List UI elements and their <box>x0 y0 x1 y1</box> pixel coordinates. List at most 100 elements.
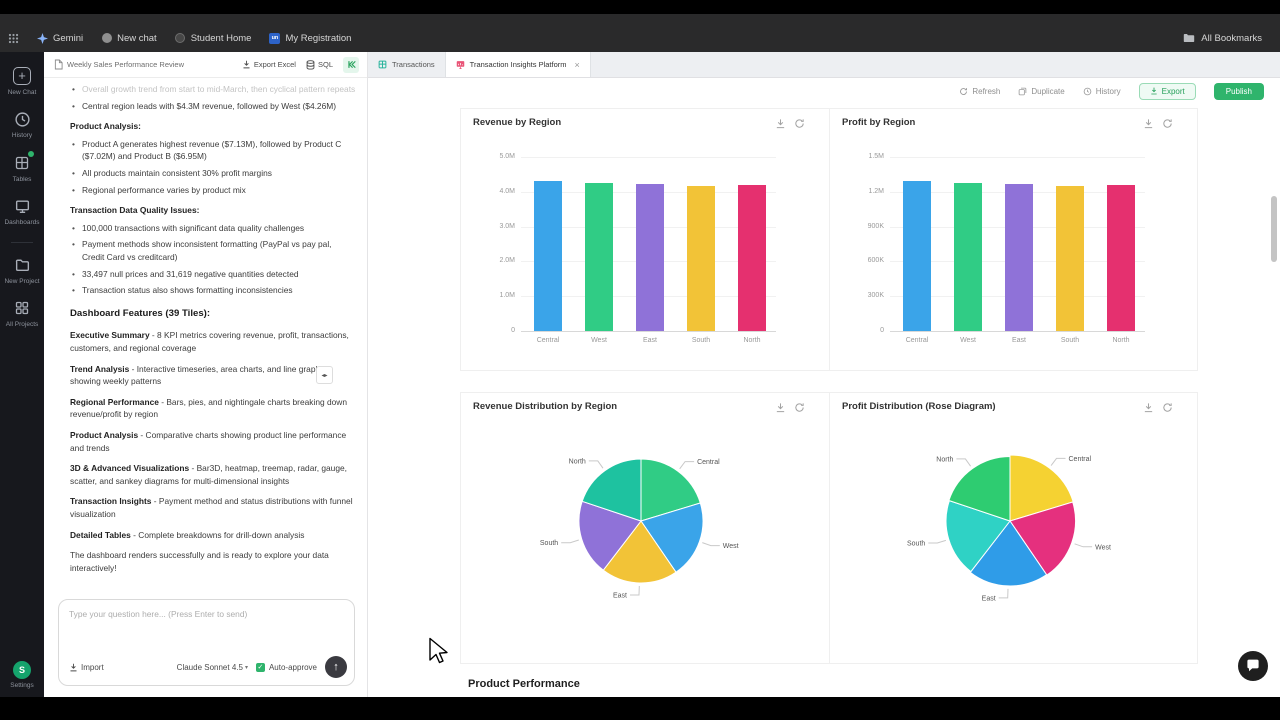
collapse-panel-button[interactable] <box>343 56 359 73</box>
y-axis-tick: 0 <box>511 327 515 334</box>
y-axis-tick: 5.0M <box>499 153 515 160</box>
scrollbar-thumb[interactable] <box>1271 196 1277 262</box>
bookmark-my-registration[interactable]: un My Registration <box>269 32 351 44</box>
chart-gridline <box>521 157 776 158</box>
auto-approve-label: Auto-approve <box>268 662 317 672</box>
x-axis-tick: Central <box>536 337 560 344</box>
rail-item-history[interactable]: History <box>0 109 44 139</box>
export-excel-button[interactable]: Export Excel <box>242 60 296 69</box>
label-leader-line <box>561 539 579 544</box>
label-leader-line <box>679 461 695 470</box>
bookmark-student-home[interactable]: Student Home <box>175 33 251 44</box>
bar-central <box>534 181 562 331</box>
x-axis-tick: South <box>1060 337 1080 344</box>
chart-card-revenue-distribution: Revenue Distribution by Region Central We… <box>460 392 830 664</box>
refresh-button[interactable]: Refresh <box>959 87 1000 96</box>
model-label: Claude Sonnet 4.5 <box>176 662 243 672</box>
panel-resize-handle[interactable]: ◂▸ <box>316 366 333 384</box>
download-chart-icon[interactable] <box>1143 402 1154 413</box>
tab-transactions[interactable]: Transactions <box>368 52 446 77</box>
rail-item-dashboards[interactable]: Dashboards <box>0 196 44 226</box>
chat-block: The dashboard renders successfully and i… <box>70 550 329 573</box>
chat-block: Overall growth trend from start to mid-M… <box>70 83 356 96</box>
refresh-chart-icon[interactable] <box>794 402 805 413</box>
rail-item-new-project[interactable]: New Project <box>0 255 44 285</box>
bookmark-new-chat[interactable]: New chat <box>101 33 157 44</box>
y-axis-tick: 900K <box>867 222 884 230</box>
tables-icon <box>12 150 34 173</box>
close-icon[interactable]: × <box>574 59 580 70</box>
bookmark-label: New chat <box>117 32 157 44</box>
import-label: Import <box>81 662 104 672</box>
chat-block: Trend Analysis - Interactive timeseries,… <box>70 363 325 387</box>
rail-label: History <box>11 132 33 140</box>
tab-bar: Transactions Transaction Insights Platfo… <box>368 52 1280 78</box>
chat-panel: Weekly Sales Performance Review Export E… <box>44 52 368 697</box>
download-chart-icon[interactable] <box>775 402 786 413</box>
dark-circle-favicon <box>175 33 186 44</box>
x-axis-tick: West <box>591 337 607 344</box>
slice-label-east: East <box>613 593 627 600</box>
refresh-label: Refresh <box>972 86 1001 96</box>
import-button[interactable]: Import <box>69 663 104 672</box>
slice-east <box>969 520 1048 587</box>
duplicate-button[interactable]: Duplicate <box>1018 87 1065 96</box>
model-selector[interactable]: Claude Sonnet 4.5 ▾ <box>177 663 248 672</box>
chart-title: Profit Distribution (Rose Diagram) <box>842 401 996 412</box>
all-projects-icon <box>12 298 32 318</box>
left-rail: + New Chat History Tables Dashboards <box>0 52 44 697</box>
refresh-chart-icon[interactable] <box>1162 402 1173 413</box>
all-bookmarks[interactable]: All Bookmarks <box>1183 32 1270 44</box>
chat-block: 3D & Advanced Visualizations - Bar3D, he… <box>70 463 347 486</box>
bar-east <box>1005 183 1033 331</box>
tab-label: Transaction Insights Platform <box>469 60 567 69</box>
dashboards-icon <box>12 196 32 216</box>
document-title: Weekly Sales Performance Review <box>67 60 184 69</box>
send-button[interactable]: ↑ <box>325 656 347 678</box>
refresh-chart-icon[interactable] <box>794 118 805 129</box>
main-area: Transactions Transaction Insights Platfo… <box>368 52 1280 697</box>
rail-item-settings[interactable]: S Settings <box>0 660 44 689</box>
checkbox-checked-icon: ✓ <box>255 662 265 672</box>
tables-badge <box>28 150 34 157</box>
circle-favicon <box>101 33 112 44</box>
y-axis-tick: 4.0M <box>499 187 515 195</box>
apps-grid-icon[interactable] <box>8 33 19 44</box>
user-avatar: S <box>13 660 31 679</box>
history-button[interactable]: History <box>1083 87 1121 96</box>
label-leader-line <box>630 585 640 596</box>
history-label: History <box>1095 86 1121 96</box>
rail-item-tables[interactable]: Tables <box>0 150 44 183</box>
rail-label: New Chat <box>7 89 37 96</box>
export-button[interactable]: Export <box>1138 82 1196 100</box>
chat-block: Payment methods show inconsistent format… <box>70 238 356 263</box>
un-favicon: un <box>269 32 281 44</box>
document-tab[interactable]: Weekly Sales Performance Review <box>54 59 184 70</box>
bar-west <box>954 182 982 331</box>
tab-transaction-insights-platform[interactable]: Transaction Insights Platform × <box>445 52 591 77</box>
slice-label-north: North <box>569 458 586 465</box>
rail-label: New Project <box>4 277 40 285</box>
publish-button[interactable]: Publish <box>1213 82 1264 100</box>
chat-bubble-button[interactable] <box>1238 651 1268 681</box>
bookmark-gemini[interactable]: Gemini <box>37 32 84 44</box>
download-chart-icon[interactable] <box>775 118 786 129</box>
chat-block: Product Analysis: <box>70 121 141 132</box>
rail-item-all-projects[interactable]: All Projects <box>0 298 44 328</box>
slice-label-north: North <box>936 456 953 463</box>
question-input[interactable] <box>67 608 346 620</box>
x-axis-tick: North <box>1112 337 1130 344</box>
dashboard-toolbar: Refresh Duplicate History Export Publish <box>368 78 1280 104</box>
presentation-icon <box>456 60 465 69</box>
rail-item-new-chat[interactable]: + New Chat <box>0 66 44 96</box>
bookmark-label: Gemini <box>53 32 84 44</box>
sql-button[interactable]: SQL <box>306 59 333 70</box>
auto-approve-toggle[interactable]: ✓ Auto-approve <box>255 662 317 672</box>
app-window: + New Chat History Tables Dashboards <box>0 52 1280 697</box>
label-leader-line <box>998 588 1009 599</box>
x-axis-tick: South <box>691 337 711 344</box>
refresh-chart-icon[interactable] <box>1162 118 1173 129</box>
slice-south <box>945 499 1011 573</box>
slice-south <box>578 500 642 571</box>
download-chart-icon[interactable] <box>1143 118 1154 129</box>
